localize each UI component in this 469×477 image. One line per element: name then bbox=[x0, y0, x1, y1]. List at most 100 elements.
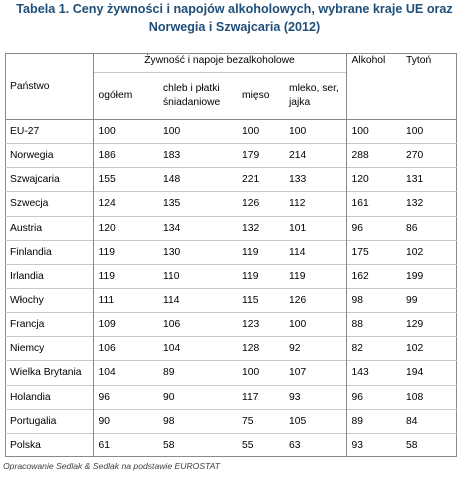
alcohol-column-header: Alkohol bbox=[345, 53, 402, 120]
food-total-cell: 119 bbox=[92, 263, 158, 289]
meat-column-header: mięso bbox=[237, 72, 284, 120]
dairy-eggs-cell: 214 bbox=[284, 143, 347, 168]
bread-cereals-cell: 130 bbox=[158, 239, 237, 265]
country-cell: Francja bbox=[5, 312, 93, 337]
country-cell: Norwegia bbox=[5, 143, 93, 168]
meat-cell: 119 bbox=[237, 239, 284, 265]
food-total-cell: 96 bbox=[92, 384, 158, 410]
food-total-cell: 61 bbox=[92, 432, 158, 457]
dairy-eggs-cell: 100 bbox=[284, 312, 347, 337]
meat-cell: 128 bbox=[237, 336, 284, 361]
food-total-cell: 100 bbox=[92, 118, 158, 144]
country-cell: Polska bbox=[5, 432, 93, 457]
tobacco-cell: 84 bbox=[401, 408, 458, 434]
tobacco-cell: 108 bbox=[401, 384, 458, 410]
table-row: Szwecja 124 135 126 112 161 132 bbox=[5, 191, 458, 217]
table-row: Portugalia 90 98 75 105 89 84 bbox=[5, 408, 458, 434]
dairy-eggs-cell: 107 bbox=[284, 360, 347, 386]
meat-cell: 126 bbox=[237, 191, 284, 217]
alcohol-cell: 88 bbox=[345, 312, 402, 337]
tobacco-cell: 86 bbox=[401, 215, 458, 241]
country-cell: Austria bbox=[5, 215, 93, 241]
meat-cell: 179 bbox=[237, 143, 284, 168]
food-total-cell: 119 bbox=[92, 239, 158, 265]
tobacco-cell: 100 bbox=[401, 118, 458, 144]
bread-cereals-cell: 135 bbox=[158, 191, 237, 217]
table-row: Polska 61 58 55 63 93 58 bbox=[5, 432, 458, 457]
dairy-eggs-cell: 100 bbox=[284, 118, 347, 144]
alcohol-cell: 162 bbox=[345, 263, 402, 289]
country-cell: EU-27 bbox=[5, 118, 93, 144]
alcohol-cell: 120 bbox=[345, 167, 402, 192]
food-total-cell: 109 bbox=[92, 312, 158, 337]
table-row: Francja 109 106 123 100 88 129 bbox=[5, 312, 458, 337]
food-total-cell: 111 bbox=[92, 287, 158, 313]
meat-cell: 115 bbox=[237, 287, 284, 313]
meat-cell: 75 bbox=[237, 408, 284, 434]
dairy-eggs-column-header: mleko, ser, jajka bbox=[284, 72, 347, 120]
dairy-eggs-cell: 105 bbox=[284, 408, 347, 434]
tobacco-cell: 99 bbox=[401, 287, 458, 313]
bread-cereals-cell: 100 bbox=[158, 118, 237, 144]
bread-cereals-cell: 90 bbox=[158, 384, 237, 410]
table-body: EU-27 100 100 100 100 100 100 Norwegia 186 183 179… bbox=[5, 118, 458, 457]
food-total-cell: 124 bbox=[92, 191, 158, 217]
bread-cereals-cell: 89 bbox=[158, 360, 237, 386]
meat-cell: 100 bbox=[237, 118, 284, 144]
country-cell: Holandia bbox=[5, 384, 93, 410]
bread-cereals-column-header: chleb i płatki śniadaniowe bbox=[158, 72, 237, 120]
bread-cereals-cell: 134 bbox=[158, 215, 237, 241]
table-row: Włochy 111 114 115 126 98 99 bbox=[5, 287, 458, 313]
bread-cereals-cell: 106 bbox=[158, 312, 237, 337]
country-cell: Włochy bbox=[5, 287, 93, 313]
bread-cereals-cell: 104 bbox=[158, 336, 237, 361]
tobacco-cell: 102 bbox=[401, 336, 458, 361]
country-cell: Szwajcaria bbox=[5, 167, 93, 192]
alcohol-cell: 82 bbox=[345, 336, 402, 361]
dairy-eggs-cell: 63 bbox=[284, 432, 347, 457]
tobacco-cell: 194 bbox=[401, 360, 458, 386]
tobacco-cell: 270 bbox=[401, 143, 458, 168]
table-title: Tabela 1. Ceny żywności i napojów alkoho… bbox=[0, 1, 469, 36]
table-title-line-2: Norwegia i Szwajcaria (2012) bbox=[148, 19, 321, 34]
alcohol-cell: 96 bbox=[345, 384, 402, 410]
dairy-eggs-cell: 101 bbox=[284, 215, 347, 241]
alcohol-cell: 96 bbox=[345, 215, 402, 241]
meat-cell: 119 bbox=[237, 263, 284, 289]
food-total-cell: 120 bbox=[92, 215, 158, 241]
alcohol-cell: 98 bbox=[345, 287, 402, 313]
price-index-table: Państwo Żywność i napoje bezalkoholowe A… bbox=[5, 53, 458, 457]
country-cell: Niemcy bbox=[5, 336, 93, 361]
dairy-eggs-cell: 126 bbox=[284, 287, 347, 313]
tobacco-cell: 132 bbox=[401, 191, 458, 217]
food-total-cell: 106 bbox=[92, 336, 158, 361]
table-row: Niemcy 106 104 128 92 82 102 bbox=[5, 336, 458, 361]
table-row: Norwegia 186 183 179 214 288 270 bbox=[5, 143, 458, 168]
table-row: Szwajcaria 155 148 221 133 120 131 bbox=[5, 167, 458, 192]
meat-cell: 117 bbox=[237, 384, 284, 410]
bread-cereals-cell: 58 bbox=[158, 432, 237, 457]
meat-cell: 55 bbox=[237, 432, 284, 457]
country-cell: Finlandia bbox=[5, 239, 93, 265]
table-title-line-1: Tabela 1. Ceny żywności i napojów alkoho… bbox=[16, 2, 453, 16]
table-row: Wielka Brytania 104 89 100 107 143 194 bbox=[5, 360, 458, 386]
bread-cereals-cell: 98 bbox=[158, 408, 237, 434]
meat-cell: 123 bbox=[237, 312, 284, 337]
food-total-cell: 155 bbox=[92, 167, 158, 192]
table-row: Finlandia 119 130 119 114 175 102 bbox=[5, 239, 458, 265]
dairy-eggs-cell: 133 bbox=[284, 167, 347, 192]
alcohol-cell: 161 bbox=[345, 191, 402, 217]
meat-cell: 100 bbox=[237, 360, 284, 386]
food-total-cell: 186 bbox=[92, 143, 158, 168]
dairy-eggs-cell: 93 bbox=[284, 384, 347, 410]
country-column-header: Państwo bbox=[10, 80, 50, 92]
dairy-eggs-cell: 114 bbox=[284, 239, 347, 265]
country-cell: Irlandia bbox=[5, 263, 93, 289]
source-note: Opracowanie Sedlak & Sedlak na podstawie… bbox=[3, 461, 221, 471]
alcohol-cell: 100 bbox=[345, 118, 402, 144]
food-total-cell: 90 bbox=[92, 408, 158, 434]
tobacco-cell: 129 bbox=[401, 312, 458, 337]
meat-cell: 221 bbox=[237, 167, 284, 192]
bread-cereals-cell: 114 bbox=[158, 287, 237, 313]
food-group-header: Żywność i napoje bezalkoholowe bbox=[92, 53, 347, 73]
